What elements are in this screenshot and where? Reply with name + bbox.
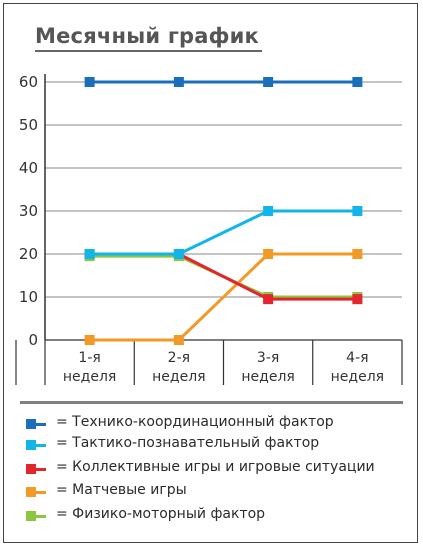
- series-line: [89, 209, 358, 256]
- data-point: [352, 77, 363, 87]
- legend-swatch-marker: [26, 464, 36, 474]
- title-underline: [35, 50, 262, 52]
- x-tick-label: 4-я: [346, 350, 368, 366]
- legend-label: = Коллективные игры и игровые ситуации: [56, 459, 375, 475]
- data-point: [173, 335, 184, 345]
- legend-swatch-line: [26, 468, 46, 471]
- x-tick-label: 3-я: [257, 350, 279, 366]
- x-tick-label: 2-я: [168, 350, 190, 366]
- data-point: [352, 294, 363, 305]
- data-point: [263, 77, 274, 87]
- y-tick-label: 0: [28, 331, 38, 349]
- y-tick-label: 50: [19, 116, 38, 134]
- data-point: [84, 77, 95, 87]
- chart-frame: [3, 3, 418, 543]
- legend-label: = Физико-моторный фактор: [56, 506, 266, 522]
- x-tick-label: неделя: [152, 369, 205, 385]
- series-line: [89, 252, 358, 301]
- x-tick-label: неделя: [63, 369, 116, 385]
- line-chart: 0 10 20 30 40 50 60 1-я неделя 2-я неделя 3-я неделя…: [15, 73, 403, 385]
- legend-item: = Коллективные игры и игровые ситуации: [26, 459, 416, 479]
- data-point: [352, 206, 363, 216]
- legend-swatch-marker: [26, 419, 36, 429]
- y-tick-label: 30: [19, 202, 38, 220]
- chart-title: Месячный график: [35, 24, 259, 48]
- data-point: [173, 249, 184, 259]
- legend-item: = Матчевые игры: [26, 482, 416, 502]
- data-point: [84, 249, 95, 259]
- legend-item: = Физико-моторный фактор: [26, 506, 416, 526]
- data-point: [263, 249, 274, 259]
- legend-swatch-line: [26, 491, 46, 494]
- y-tick-label: 60: [19, 73, 38, 91]
- data-point: [352, 249, 363, 259]
- x-tick-label: неделя: [241, 369, 294, 385]
- legend-item: = Тактико-познавательный фактор: [26, 435, 416, 455]
- y-tick-label: 20: [19, 245, 38, 263]
- legend-item: = Технико-координационный фактор: [26, 414, 416, 434]
- data-point: [263, 206, 274, 216]
- y-tick-label: 10: [19, 288, 38, 306]
- data-point: [263, 294, 274, 305]
- legend-swatch-marker: [26, 511, 36, 521]
- legend-label: = Матчевые игры: [56, 482, 187, 498]
- data-point: [173, 77, 184, 87]
- legend-label: = Технико-координационный фактор: [56, 414, 334, 430]
- y-tick-label: 40: [19, 159, 38, 177]
- x-tick-label: неделя: [331, 369, 384, 385]
- legend-separator: [20, 401, 403, 404]
- legend-swatch-line: [26, 444, 46, 447]
- legend-swatch-line: [26, 423, 46, 426]
- legend-label: = Тактико-познавательный фактор: [56, 435, 320, 451]
- legend-swatch-line: [26, 515, 46, 518]
- series-line: [89, 252, 358, 342]
- legend-swatch-marker: [26, 487, 36, 497]
- data-point: [84, 335, 95, 345]
- x-tick-label: 1-я: [78, 350, 100, 366]
- legend-swatch-marker: [26, 440, 36, 450]
